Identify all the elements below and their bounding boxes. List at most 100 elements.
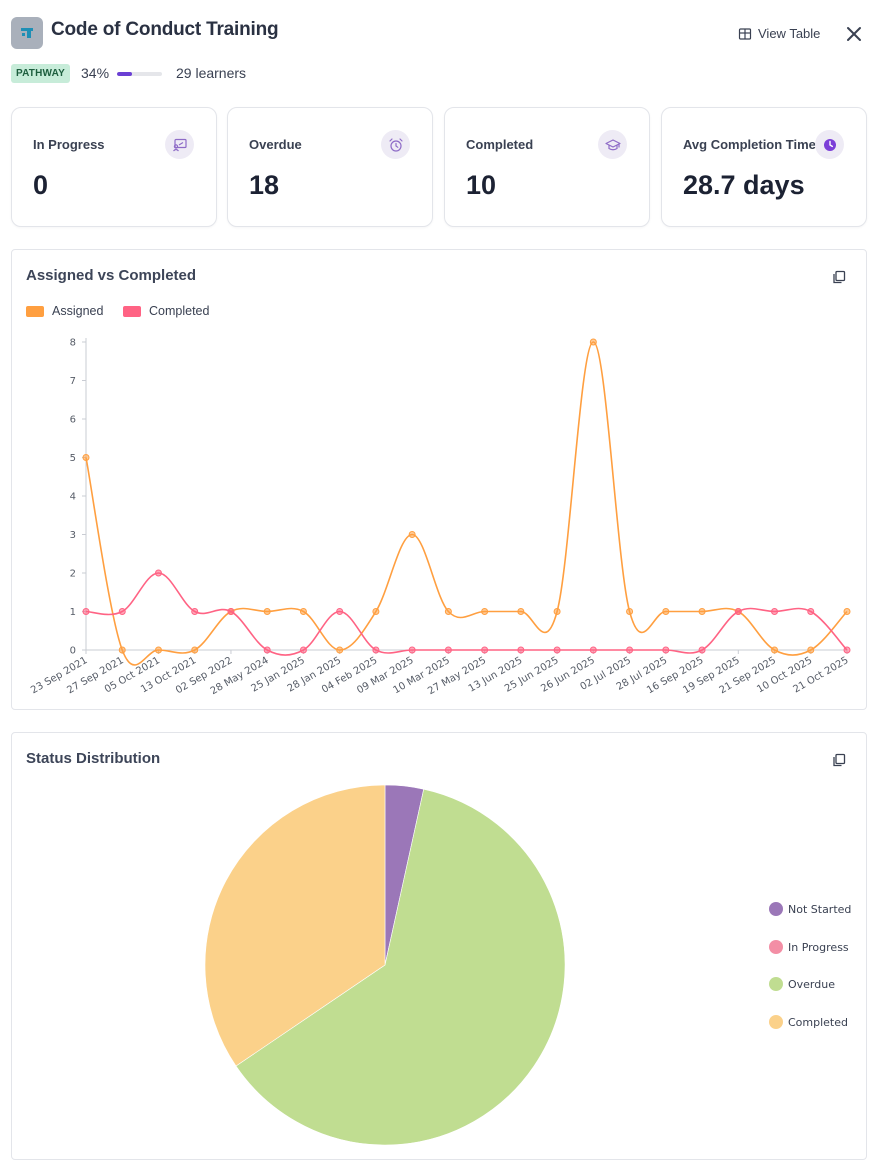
copy-icon[interactable] [832,270,846,284]
stat-card-overdue: Overdue 18 [227,107,433,227]
y-tick-label: 6 [70,415,76,426]
data-point-completed [553,646,561,654]
data-point-completed [263,646,271,654]
table-icon [738,27,752,40]
pie-slice-completed [204,784,386,1067]
legend-item-assigned[interactable]: Assigned [26,304,103,318]
graduation-cap-icon [598,130,627,159]
data-point-assigned [263,608,271,615]
data-point-completed [227,608,235,615]
data-point-assigned [553,608,561,615]
data-point-assigned [807,646,815,654]
clock-icon [815,130,844,159]
data-point-completed [299,646,307,654]
legend-item-completed[interactable]: Completed [769,1015,848,1029]
y-tick-label: 7 [70,376,76,387]
series-line-completed [85,572,848,656]
data-point-assigned [843,608,851,615]
legend-item-overdue[interactable]: Overdue [769,977,835,991]
data-point-completed [372,646,380,654]
course-logo-icon [11,17,43,49]
legend-swatch [26,305,44,317]
stat-card-avg-completion-time: Avg Completion Time 28.7 days [661,107,867,227]
data-point-assigned [372,608,380,615]
alarm-clock-icon [381,130,410,159]
legend-label: Not Started [788,902,852,916]
stat-card-in-progress: In Progress 0 [11,107,217,227]
stat-value: 0 [33,170,49,200]
data-point-assigned [626,608,634,615]
data-point-completed [843,646,851,654]
data-point-completed [662,646,670,654]
stat-value: 10 [466,170,497,200]
pie-chart [204,784,566,1146]
data-point-assigned [698,608,706,615]
y-tick-label: 3 [70,530,76,541]
data-point-assigned [336,646,344,654]
data-point-completed [154,569,162,577]
legend-item-in-progress[interactable]: In Progress [769,940,849,954]
data-point-assigned [299,608,307,615]
stat-value: 28.7 days [683,170,805,200]
legend-dot [769,1015,783,1029]
data-point-assigned [118,646,126,654]
close-icon[interactable] [843,23,865,45]
status-distribution-panel: Status Distribution Not Started In Progr… [11,732,867,1160]
legend-dot [769,902,783,916]
y-tick-label: 2 [70,569,76,580]
data-point-completed [517,646,525,654]
data-point-assigned [517,608,525,615]
progress-bar [117,72,162,76]
pathway-badge: PATHWAY [11,64,70,83]
y-tick-label: 5 [70,453,76,464]
y-tick-label: 8 [70,338,76,349]
data-point-completed [118,608,126,615]
data-point-assigned [191,646,199,654]
data-point-assigned [771,646,779,654]
data-point-assigned [82,454,90,461]
stat-value: 18 [249,170,280,200]
data-point-completed [626,646,634,654]
page-title: Code of Conduct Training [51,19,279,40]
legend-item-completed[interactable]: Completed [123,304,209,318]
pie-slice-overdue [235,788,566,1146]
chart-title: Assigned vs Completed [26,267,197,284]
legend-dot [769,977,783,991]
data-point-completed [481,646,489,654]
presentation-icon [165,130,194,159]
y-tick-label: 0 [70,646,76,657]
stat-card-completed: Completed 10 [444,107,650,227]
data-point-assigned [481,608,489,615]
stat-label: Overdue [249,137,302,152]
data-point-completed [444,646,452,654]
view-table-button[interactable]: View Table [738,26,820,41]
data-point-completed [82,608,90,615]
data-point-completed [734,608,742,615]
data-point-assigned [444,608,452,615]
legend-label: Assigned [52,304,104,318]
stat-label: Avg Completion Time [683,137,816,152]
chart-title: Status Distribution [26,750,161,767]
legend-label: In Progress [788,940,849,954]
stat-label: In Progress [33,137,105,152]
data-point-assigned [408,531,416,538]
legend-item-not-started[interactable]: Not Started [769,902,851,916]
assigned-vs-completed-panel: Assigned vs Completed Assigned Completed… [11,249,867,710]
data-point-completed [589,646,597,654]
data-point-completed [191,608,199,615]
data-point-assigned [589,338,597,346]
progress-bar-fill [117,72,133,76]
data-point-completed [698,646,706,654]
data-point-completed [336,608,344,615]
data-point-assigned [154,646,162,654]
progress-percent: 34% [81,65,110,81]
legend-label: Completed [788,1015,848,1029]
data-point-assigned [662,608,670,615]
data-point-completed [408,646,416,654]
copy-icon[interactable] [832,753,846,767]
data-point-completed [771,608,779,615]
stat-label: Completed [466,137,534,152]
legend-swatch [123,305,141,317]
legend-label: Completed [149,304,210,318]
